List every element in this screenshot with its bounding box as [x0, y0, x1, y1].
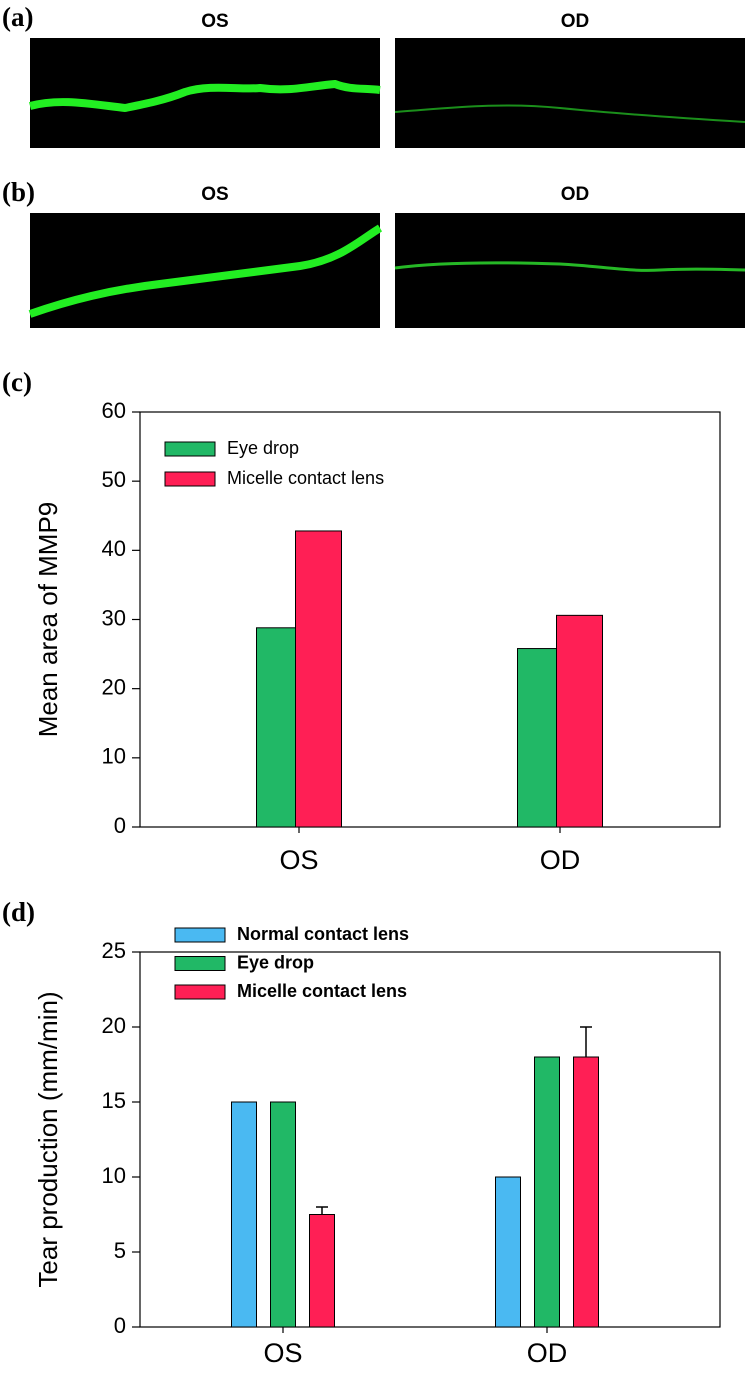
- y-tick-label: 20: [102, 674, 126, 699]
- y-tick-label: 15: [102, 1088, 126, 1113]
- y-tick-label: 30: [102, 605, 126, 630]
- legend-swatch: [164, 471, 216, 487]
- bar: [270, 1101, 296, 1328]
- bar: [295, 530, 342, 828]
- x-tick-label: OS: [263, 1338, 302, 1368]
- bar: [256, 627, 303, 828]
- panel-label: (b): [2, 177, 35, 207]
- bar: [534, 1056, 560, 1328]
- image-label: OS: [201, 184, 228, 205]
- legend-label: Micelle contact lens: [237, 981, 407, 1001]
- y-axis-label: Tear production (mm/min): [33, 991, 63, 1287]
- y-tick-label: 40: [102, 536, 126, 561]
- panel-label: (a): [2, 2, 33, 32]
- y-tick-label: 10: [102, 1163, 126, 1188]
- bar: [495, 1176, 521, 1328]
- micrograph: [28, 213, 383, 328]
- y-tick-label: 0: [114, 1313, 126, 1338]
- x-tick-label: OD: [540, 845, 581, 875]
- y-tick-label: 25: [102, 938, 126, 963]
- legend-swatch: [174, 956, 226, 971]
- image-label: OS: [201, 11, 228, 32]
- bar: [517, 648, 564, 828]
- error-bar: [316, 1206, 328, 1215]
- x-tick-label: OS: [279, 845, 318, 875]
- legend-label: Micelle contact lens: [227, 468, 384, 488]
- y-tick-label: 50: [102, 467, 126, 492]
- error-bar: [580, 1026, 592, 1057]
- image-label: OD: [561, 11, 590, 32]
- legend-label: Eye drop: [227, 438, 299, 458]
- plot-frame: [139, 951, 721, 1328]
- legend-swatch: [174, 984, 226, 1000]
- y-tick-label: 0: [114, 813, 126, 838]
- bar: [309, 1214, 335, 1328]
- x-tick-label: OD: [527, 1338, 568, 1368]
- legend-swatch: [174, 927, 226, 943]
- panel-label: (c): [2, 367, 32, 397]
- y-axis-label: Mean area of MMP9: [33, 502, 63, 738]
- panel-label: (d): [2, 897, 35, 927]
- bar: [231, 1101, 257, 1328]
- legend-label: Normal contact lens: [237, 924, 409, 944]
- micrograph: [394, 38, 746, 148]
- image-label: OD: [561, 184, 590, 205]
- y-tick-label: 10: [102, 744, 126, 769]
- bar: [573, 1056, 599, 1328]
- y-tick-label: 20: [102, 1013, 126, 1038]
- y-tick-label: 5: [114, 1238, 126, 1263]
- bar: [556, 614, 603, 828]
- legend-label: Eye drop: [237, 952, 314, 972]
- micrograph: [394, 213, 746, 328]
- micrograph: [28, 38, 381, 148]
- legend-swatch: [164, 441, 216, 457]
- y-tick-label: 60: [102, 398, 126, 423]
